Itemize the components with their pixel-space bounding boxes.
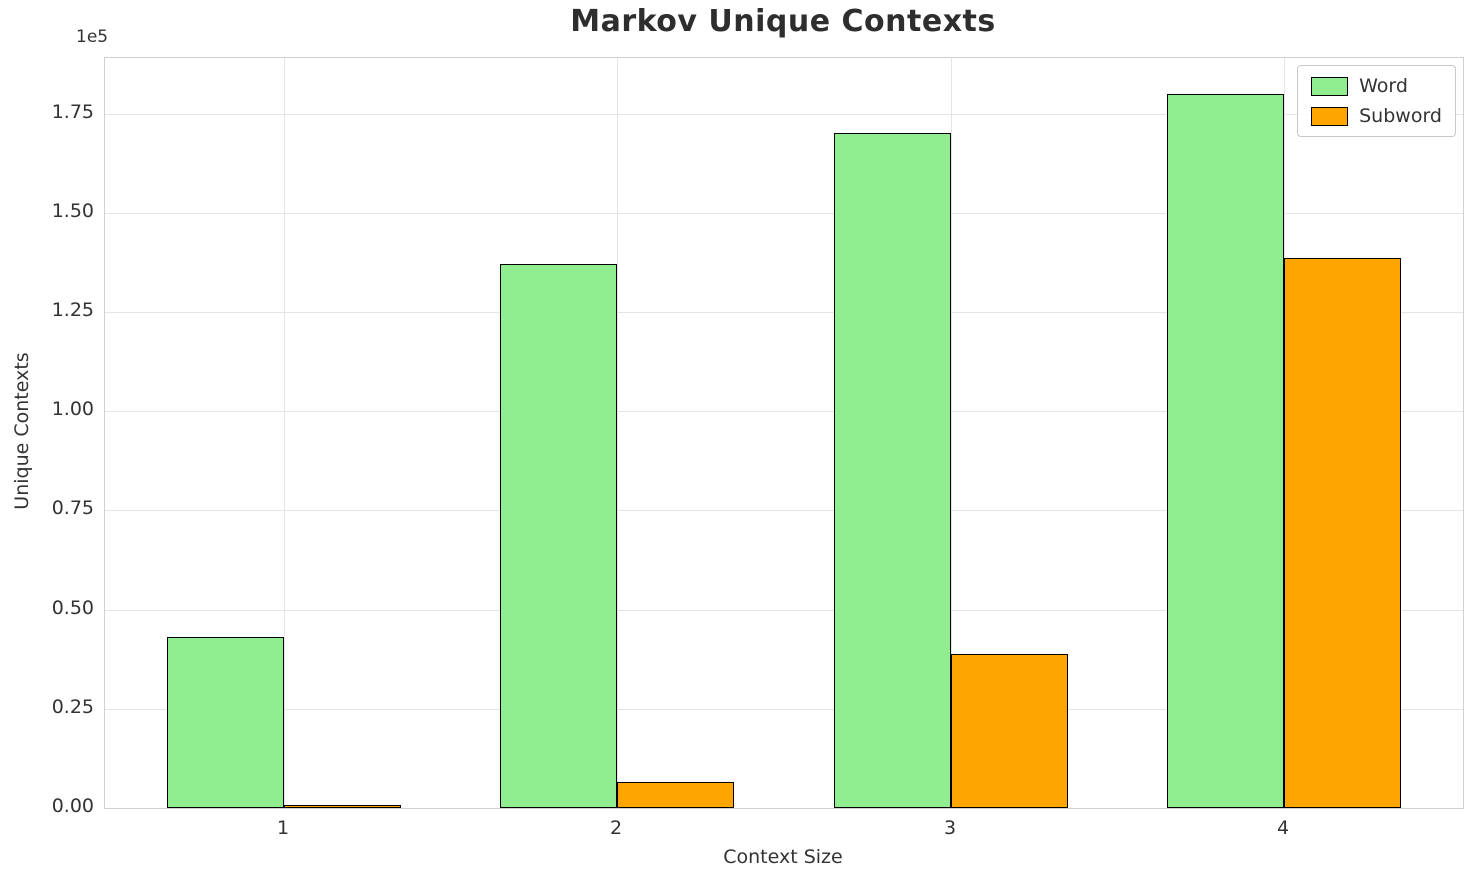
y-tick-label: 1.75: [51, 100, 94, 123]
legend-swatch-word: [1311, 76, 1349, 96]
gridline-horizontal: [105, 510, 1463, 512]
bar-word-2: [500, 264, 617, 808]
legend-swatch-subword: [1311, 106, 1349, 126]
y-tick-label: 1.50: [51, 199, 94, 222]
bar-subword-4: [1284, 258, 1401, 808]
gridline-horizontal: [105, 212, 1463, 214]
plot-area: Word Subword: [104, 57, 1464, 809]
y-tick-label: 0.25: [51, 695, 94, 718]
bar-word-4: [1167, 94, 1284, 808]
x-tick-label: 1: [276, 817, 290, 839]
chart-title: Markov Unique Contexts: [570, 4, 996, 39]
gridline-vertical: [951, 58, 952, 808]
x-tick-label: 3: [943, 817, 957, 839]
y-axis-offset-text: 1e5: [76, 27, 109, 47]
bar-subword-2: [617, 782, 734, 808]
x-tick-label: 4: [1276, 817, 1290, 839]
bars-layer: [105, 58, 1463, 808]
bar-subword-3: [951, 654, 1068, 808]
y-tick-label: 1.00: [51, 398, 94, 421]
gridline-horizontal: [105, 708, 1463, 710]
legend-label: Subword: [1359, 105, 1442, 127]
gridline-horizontal: [105, 411, 1463, 413]
x-tick-label: 2: [609, 817, 623, 839]
bar-word-3: [834, 133, 951, 808]
gridline-horizontal: [105, 609, 1463, 611]
gridline-horizontal: [105, 311, 1463, 313]
legend: Word Subword: [1297, 65, 1456, 137]
bar-word-1: [167, 637, 284, 808]
legend-label: Word: [1359, 75, 1408, 97]
y-tick-label: 0.00: [51, 795, 94, 817]
y-tick-label: 1.25: [51, 298, 94, 321]
y-tick-label: 0.50: [51, 596, 94, 619]
gridline-horizontal: [105, 113, 1463, 115]
legend-item-subword: Subword: [1311, 105, 1442, 127]
y-tick-label: 0.75: [51, 497, 94, 520]
gridline-vertical: [617, 58, 618, 808]
gridline-vertical: [284, 58, 285, 808]
bar-subword-1: [284, 805, 401, 808]
legend-item-word: Word: [1311, 75, 1442, 97]
x-axis-label: Context Size: [723, 846, 843, 868]
